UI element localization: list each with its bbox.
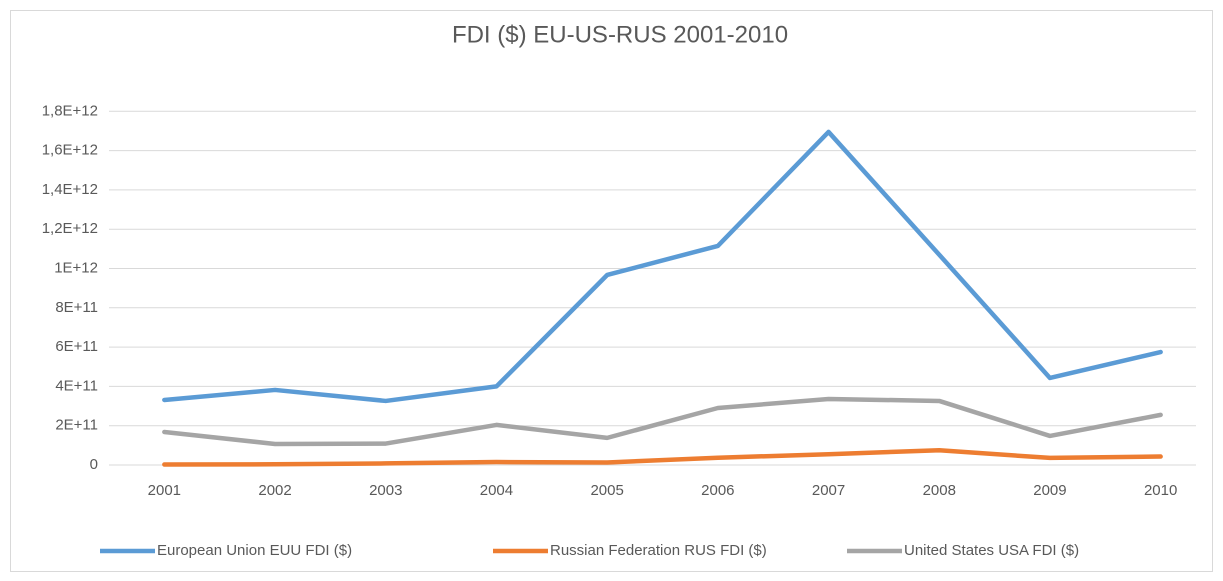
legend-label: Russian Federation RUS FDI ($)	[550, 542, 767, 559]
x-tick-label: 2008	[923, 482, 956, 499]
x-tick-label: 2005	[590, 482, 623, 499]
chart-border	[10, 10, 1213, 572]
x-tick-label: 2006	[701, 482, 734, 499]
series-line	[162, 448, 1163, 467]
y-tick-label: 1,4E+12	[42, 181, 98, 198]
y-tick-label: 1,2E+12	[42, 220, 98, 237]
y-tick-label: 1,8E+12	[42, 102, 98, 119]
y-tick-label: 6E+11	[55, 338, 98, 355]
x-tick-label: 2009	[1033, 482, 1066, 499]
legend-label: United States USA FDI ($)	[904, 542, 1079, 559]
chart-title: FDI ($) EU-US-RUS 2001-2010	[452, 21, 788, 48]
x-tick-label: 2004	[480, 482, 513, 499]
x-tick-label: 2003	[369, 482, 402, 499]
x-tick-label: 2001	[148, 482, 181, 499]
series-line	[162, 129, 1163, 404]
y-tick-label: 4E+11	[55, 377, 98, 394]
y-tick-label: 0	[90, 456, 98, 473]
legend-label: European Union EUU FDI ($)	[157, 542, 352, 559]
x-tick-label: 2007	[812, 482, 845, 499]
series-line	[162, 396, 1163, 447]
x-tick-label: 2010	[1144, 482, 1177, 499]
x-tick-label: 2002	[258, 482, 291, 499]
y-tick-label: 1,6E+12	[42, 142, 98, 159]
y-tick-label: 8E+11	[55, 299, 98, 316]
y-tick-label: 1E+12	[54, 259, 98, 276]
y-tick-label: 2E+11	[55, 417, 98, 434]
